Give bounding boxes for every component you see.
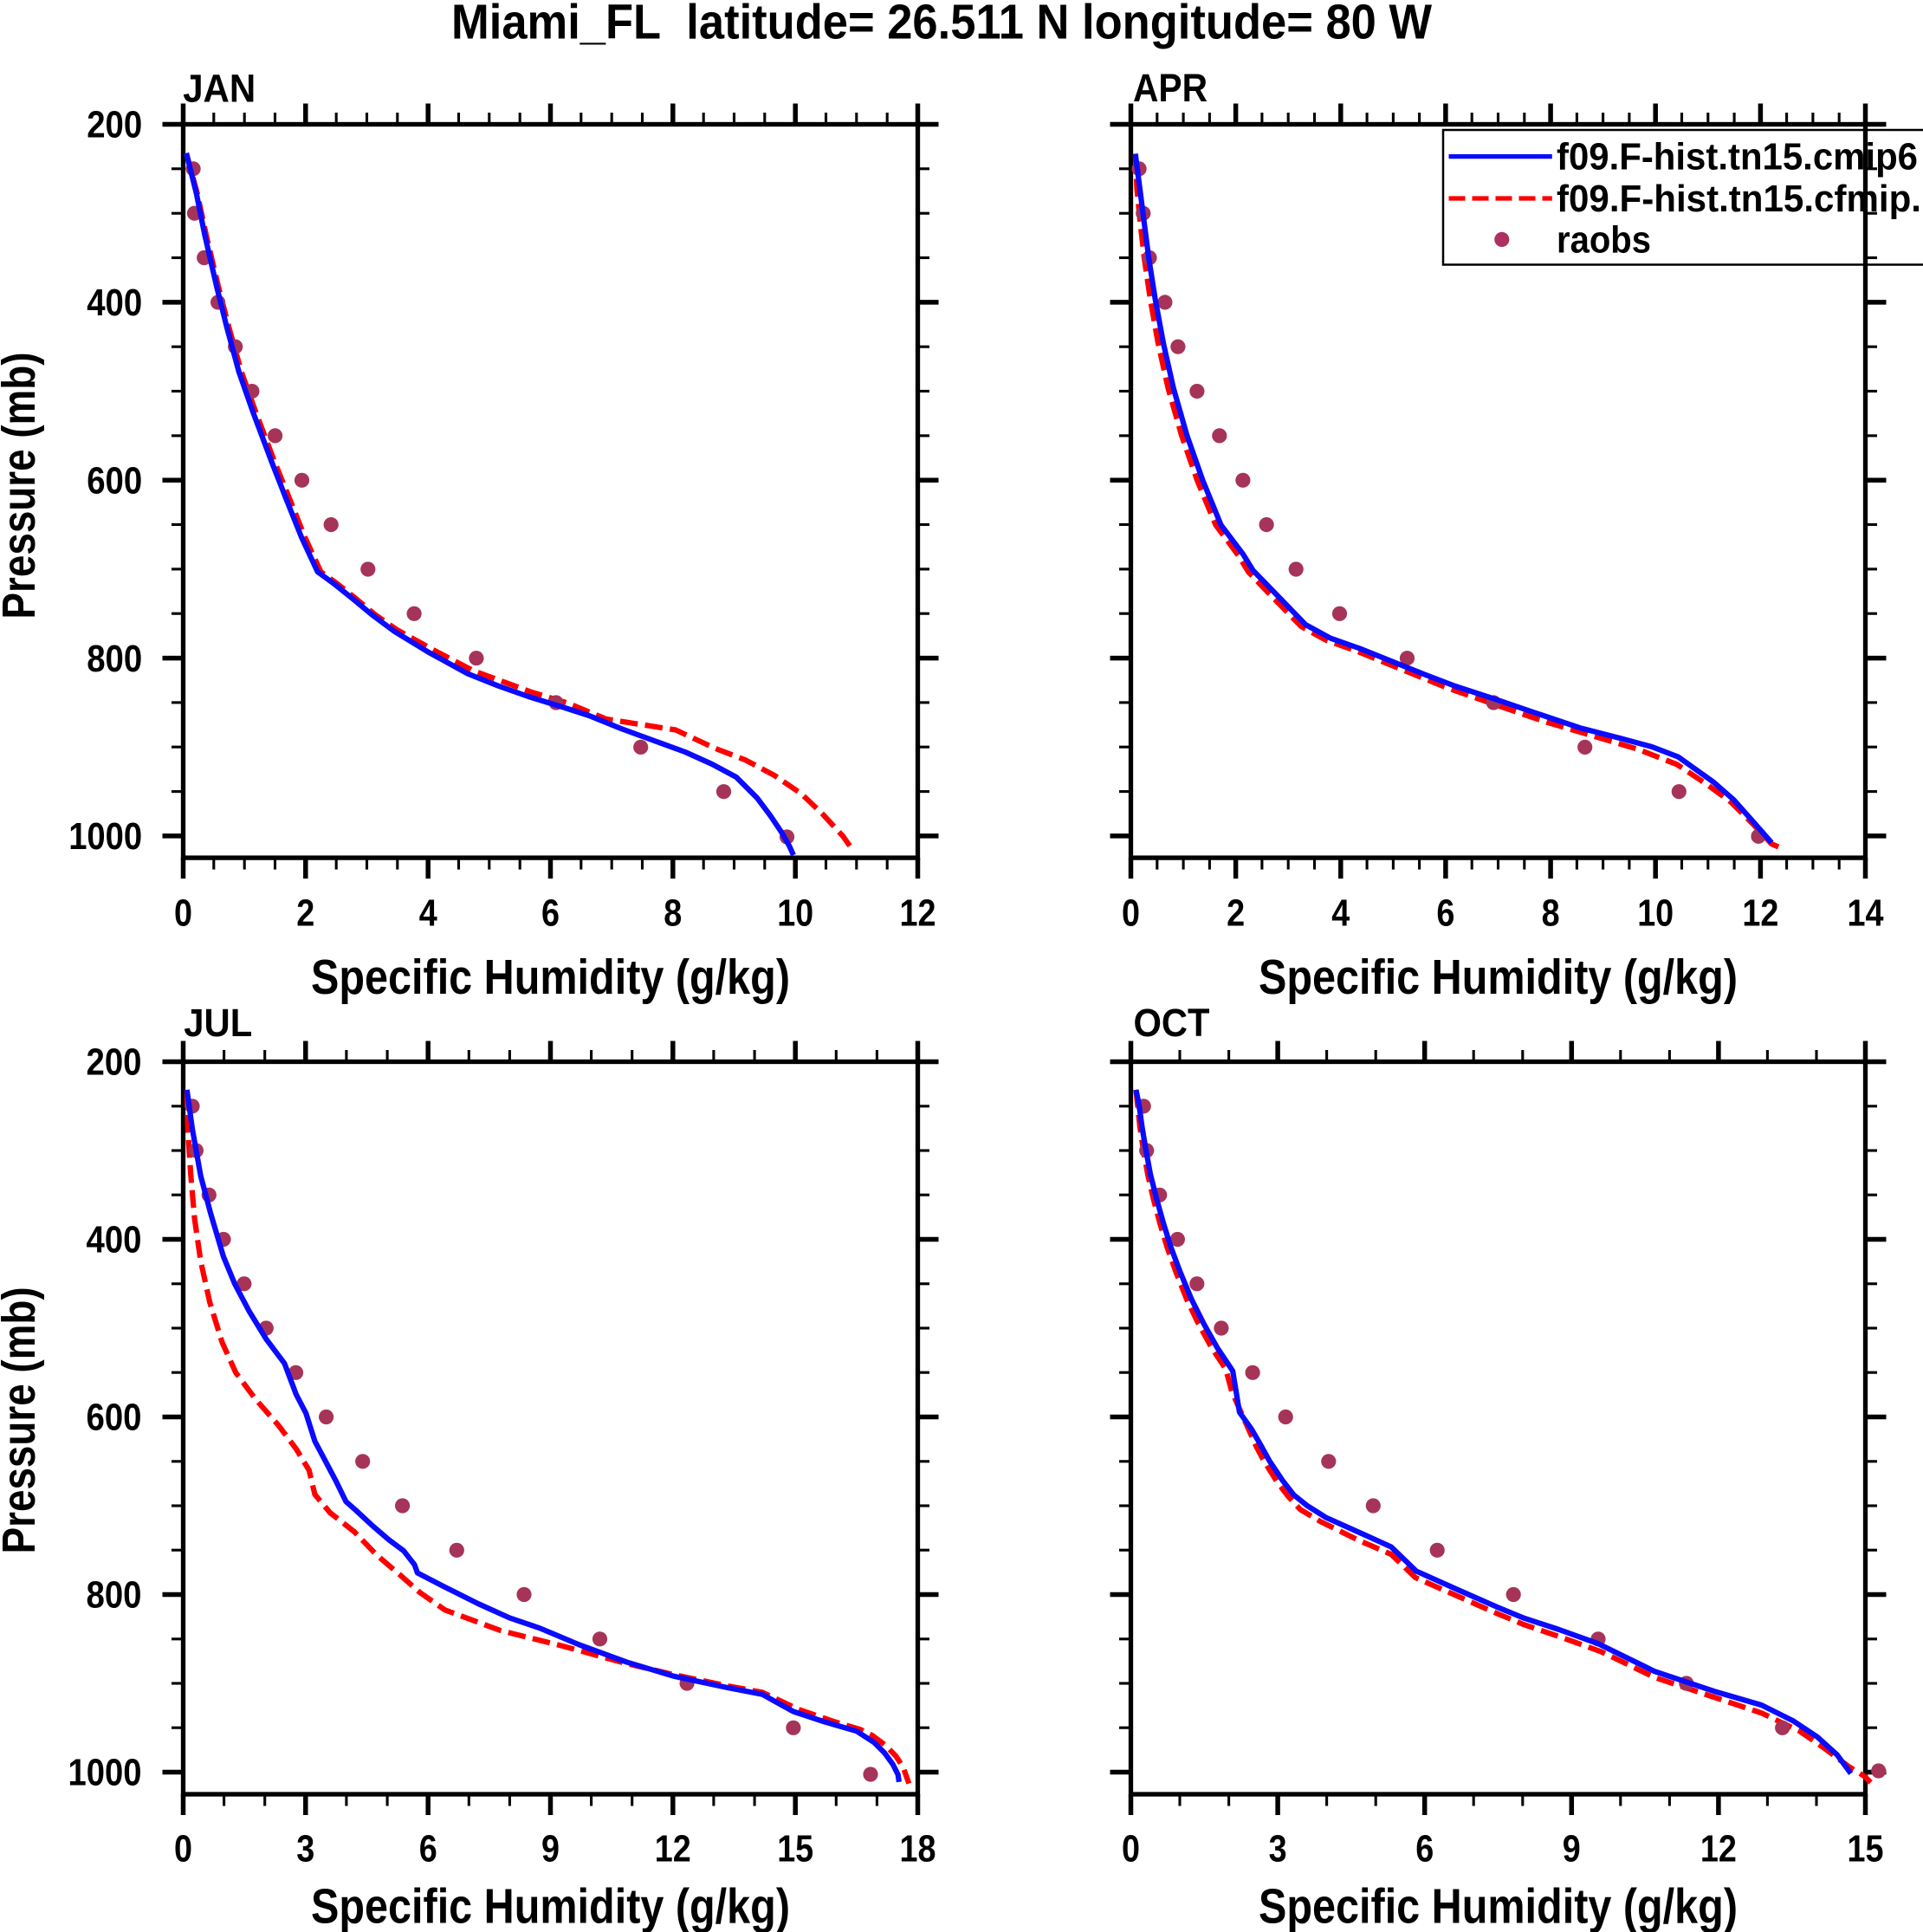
svg-text:Specific Humidity (g/kg): Specific Humidity (g/kg): [1259, 1879, 1738, 1932]
svg-text:Specific Humidity (g/kg): Specific Humidity (g/kg): [311, 1879, 790, 1932]
svg-text:APR: APR: [1133, 66, 1208, 110]
svg-text:0: 0: [174, 892, 192, 935]
svg-text:200: 200: [87, 104, 142, 146]
svg-text:600: 600: [87, 459, 142, 502]
svg-text:12: 12: [900, 892, 936, 935]
svg-text:Pressure (mb): Pressure (mb): [0, 353, 45, 619]
svg-text:4: 4: [419, 892, 437, 935]
svg-text:10: 10: [1637, 892, 1674, 935]
svg-text:12: 12: [655, 1828, 691, 1870]
svg-text:f09.F-hist.tn15.cmip6: f09.F-hist.tn15.cmip6: [1557, 136, 1918, 178]
svg-text:JUL: JUL: [184, 1001, 252, 1045]
svg-text:18: 18: [900, 1828, 936, 1870]
svg-text:8: 8: [1542, 892, 1560, 935]
svg-text:15: 15: [777, 1828, 813, 1870]
svg-text:9: 9: [541, 1828, 560, 1870]
svg-text:2: 2: [1227, 892, 1245, 935]
svg-text:Specific Humidity (g/kg): Specific Humidity (g/kg): [1259, 950, 1738, 1005]
svg-text:800: 800: [87, 638, 142, 680]
svg-text:15: 15: [1848, 1828, 1884, 1870]
svg-text:6: 6: [1415, 1828, 1434, 1870]
svg-text:1000: 1000: [68, 815, 142, 858]
svg-text:raobs: raobs: [1557, 218, 1651, 261]
svg-text:8: 8: [664, 892, 682, 935]
svg-text:2: 2: [296, 892, 314, 935]
svg-text:12: 12: [1700, 1828, 1737, 1870]
svg-text:Pressure (mb): Pressure (mb): [0, 1287, 45, 1553]
svg-text:JAN: JAN: [183, 66, 256, 110]
svg-text:12: 12: [1742, 892, 1778, 935]
svg-text:Miami_FL latitude= 26.511 N l: Miami_FL latitude= 26.511 N longitude= 8…: [451, 0, 1432, 50]
svg-text:0: 0: [1122, 892, 1140, 935]
svg-text:6: 6: [419, 1828, 437, 1870]
svg-text:0: 0: [1122, 1828, 1140, 1870]
svg-text:10: 10: [777, 892, 813, 935]
svg-text:f09.F-hist.tn15.cfmip.: f09.F-hist.tn15.cfmip.: [1557, 178, 1921, 220]
svg-text:3: 3: [296, 1828, 314, 1870]
svg-text:OCT: OCT: [1134, 1001, 1210, 1045]
svg-text:0: 0: [174, 1828, 192, 1870]
svg-text:4: 4: [1331, 892, 1350, 935]
svg-text:14: 14: [1848, 892, 1884, 935]
svg-text:6: 6: [541, 892, 560, 935]
svg-text:600: 600: [87, 1397, 142, 1439]
svg-text:3: 3: [1269, 1828, 1287, 1870]
svg-text:6: 6: [1436, 892, 1454, 935]
svg-text:400: 400: [87, 1219, 142, 1261]
svg-text:200: 200: [87, 1041, 142, 1084]
svg-text:400: 400: [87, 282, 142, 324]
svg-text:Specific Humidity (g/kg): Specific Humidity (g/kg): [311, 950, 790, 1005]
svg-text:800: 800: [87, 1574, 142, 1617]
svg-text:1000: 1000: [68, 1752, 142, 1794]
svg-text:9: 9: [1563, 1828, 1581, 1870]
